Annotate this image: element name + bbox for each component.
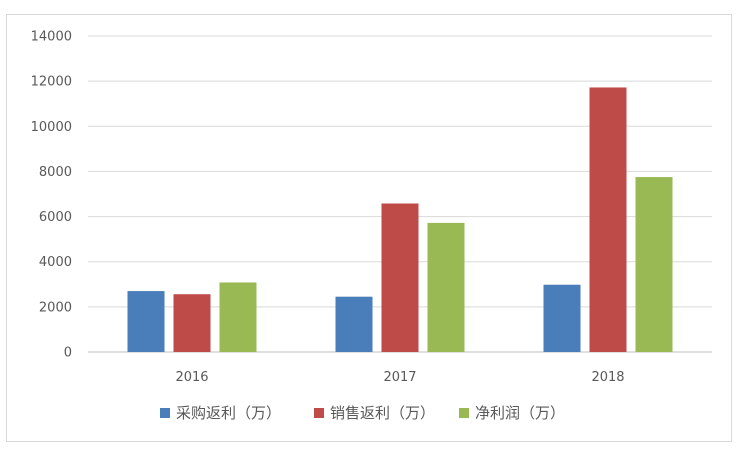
legend: 采购返利（万） 销售返利（万） 净利润（万） — [160, 404, 565, 422]
bar — [589, 87, 627, 352]
legend-label: 采购返利（万） — [176, 404, 281, 422]
bar — [335, 296, 373, 352]
y-tick-label: 4000 — [39, 255, 72, 270]
y-axis-ticks: 0 2000 4000 6000 8000 10000 12000 14000 — [31, 30, 72, 361]
legend-label: 销售返利（万） — [330, 404, 435, 422]
y-tick-label: 6000 — [39, 210, 72, 225]
y-tick-label: 12000 — [31, 75, 72, 90]
x-axis-ticks: 2016 2017 2018 — [175, 370, 624, 385]
legend-swatch — [160, 408, 170, 418]
bars — [127, 87, 673, 352]
legend-label: 净利润（万） — [475, 404, 565, 422]
legend-swatch — [314, 408, 324, 418]
y-tick-label: 14000 — [31, 30, 72, 45]
bar — [173, 294, 211, 352]
bar — [543, 284, 581, 352]
bar — [381, 203, 419, 352]
bar — [219, 282, 257, 352]
bar — [127, 291, 165, 352]
legend-swatch — [459, 408, 469, 418]
y-tick-label: 0 — [64, 346, 72, 361]
bar — [427, 222, 465, 352]
x-tick-label: 2018 — [591, 370, 624, 385]
y-tick-label: 2000 — [39, 300, 72, 315]
y-tick-label: 10000 — [31, 120, 72, 135]
x-tick-label: 2016 — [175, 370, 208, 385]
y-tick-label: 8000 — [39, 165, 72, 180]
bar — [635, 177, 673, 352]
x-tick-label: 2017 — [383, 370, 416, 385]
